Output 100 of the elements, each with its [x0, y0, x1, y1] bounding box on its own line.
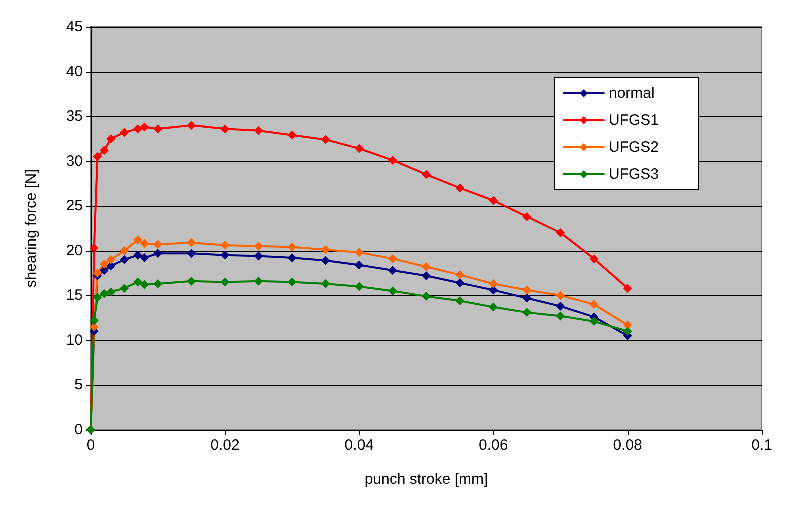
point	[522, 212, 532, 222]
point	[489, 196, 498, 206]
point	[388, 286, 398, 296]
point	[140, 254, 150, 263]
point	[120, 128, 130, 138]
point	[456, 296, 465, 306]
y-tick-label: 10	[66, 332, 83, 349]
point	[288, 130, 297, 140]
point	[489, 302, 498, 312]
y-tick-label: 25	[66, 198, 83, 215]
x-axis-title: punch stroke [mm]	[364, 471, 488, 488]
point	[288, 254, 297, 263]
point	[220, 124, 230, 134]
point	[489, 280, 498, 289]
point	[106, 134, 116, 144]
point	[120, 246, 130, 256]
point	[254, 126, 264, 136]
legend-label: UFGS2	[608, 139, 660, 156]
point	[140, 122, 150, 132]
point	[456, 278, 465, 288]
point	[321, 135, 330, 144]
point	[187, 121, 196, 130]
point	[90, 322, 99, 332]
point	[90, 316, 99, 326]
x-tick-label: 0.02	[210, 437, 240, 454]
point	[254, 276, 264, 286]
point	[133, 236, 142, 245]
point	[90, 244, 99, 253]
point	[220, 250, 230, 260]
y-tick-label: 45	[66, 18, 83, 36]
point	[220, 278, 230, 287]
point	[623, 284, 632, 293]
point	[354, 260, 364, 270]
y-tick-label: 30	[66, 152, 83, 170]
point	[522, 294, 532, 303]
point	[133, 278, 142, 287]
x-tick-label: 0.06	[479, 437, 508, 454]
point	[154, 249, 163, 258]
point	[321, 256, 330, 266]
point	[220, 241, 230, 250]
point	[93, 292, 102, 302]
point	[133, 124, 142, 134]
y-tick-label: 5	[74, 376, 83, 394]
point	[140, 280, 150, 290]
point	[522, 308, 532, 318]
legend-label: UFGS3	[608, 166, 660, 183]
x-tick-label: 0.08	[613, 437, 642, 454]
point	[556, 312, 566, 321]
point	[140, 239, 150, 248]
point	[120, 284, 130, 293]
y-tick-label: 15	[66, 287, 83, 304]
point	[106, 288, 116, 297]
point	[154, 124, 163, 134]
point	[288, 278, 297, 287]
legend-label: UFGS1	[608, 112, 660, 129]
legend-label: normal	[608, 85, 655, 102]
x-tick-label: 0.1	[752, 437, 772, 454]
point	[93, 152, 102, 162]
point	[254, 252, 264, 261]
point	[590, 300, 599, 310]
point	[556, 228, 566, 238]
point	[456, 184, 465, 193]
point	[354, 282, 364, 292]
point	[187, 276, 196, 286]
point	[100, 146, 109, 156]
point	[354, 248, 364, 258]
point	[321, 280, 330, 289]
point	[388, 156, 398, 165]
point	[154, 280, 163, 289]
point	[187, 249, 196, 258]
point	[120, 255, 130, 264]
point	[93, 268, 102, 278]
point	[422, 271, 431, 280]
x-tick-label: 0.04	[344, 437, 374, 454]
y-tick-label: 0	[74, 422, 83, 438]
point	[254, 242, 264, 251]
point	[106, 255, 116, 264]
point	[154, 240, 163, 250]
point	[590, 254, 599, 264]
point	[388, 266, 398, 276]
point	[133, 250, 142, 260]
point	[354, 144, 364, 154]
point	[422, 292, 431, 302]
point	[522, 286, 532, 295]
y-tick-label: 40	[66, 63, 83, 80]
y-tick-label: 35	[66, 108, 83, 126]
point	[100, 260, 109, 269]
y-axis-title: shearing force [N]	[23, 169, 40, 288]
point	[187, 238, 196, 248]
point	[556, 291, 566, 300]
point	[100, 289, 109, 298]
point	[623, 326, 632, 336]
point	[422, 170, 431, 180]
y-tick-label: 20	[66, 242, 83, 260]
point	[288, 242, 297, 252]
point	[456, 270, 465, 280]
point	[422, 262, 431, 272]
point	[556, 302, 566, 311]
x-tick-label: 0	[86, 437, 96, 454]
point	[388, 254, 398, 264]
